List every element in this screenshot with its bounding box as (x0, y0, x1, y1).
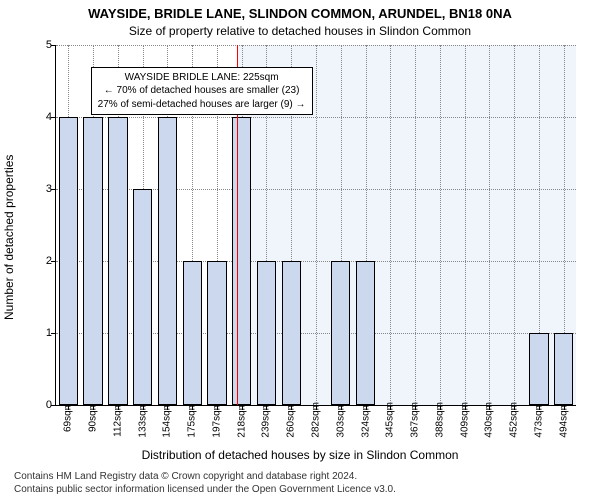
x-tick-label: 430sqm (484, 402, 495, 438)
histogram-bar (108, 117, 127, 405)
annotation-line2: ← 70% of detached houses are smaller (23… (98, 84, 306, 98)
x-tick-label: 175sqm (187, 402, 198, 438)
footer-line2: Contains public sector information licen… (14, 484, 396, 497)
x-tick-label: 260sqm (286, 402, 297, 438)
histogram-bar (257, 261, 276, 405)
histogram-bar (356, 261, 375, 405)
histogram-bar (529, 333, 548, 405)
x-tick-label: 154sqm (162, 402, 173, 438)
y-tick-label: 2 (36, 255, 52, 267)
gridline-v (514, 45, 516, 405)
x-tick-label: 494sqm (558, 402, 569, 438)
histogram-bar (331, 261, 350, 405)
histogram-bar (282, 261, 301, 405)
x-tick-label: 90sqm (88, 402, 99, 432)
x-tick-label: 133sqm (137, 402, 148, 438)
x-tick-label: 282sqm (311, 402, 322, 438)
histogram-bar (232, 117, 251, 405)
x-tick-label: 112sqm (112, 402, 123, 437)
annotation-box: WAYSIDE BRIDLE LANE: 225sqm← 70% of deta… (91, 67, 313, 116)
y-tick-mark (51, 189, 56, 190)
gridline-v (440, 45, 442, 405)
annotation-line1: WAYSIDE BRIDLE LANE: 225sqm (98, 71, 306, 85)
y-tick-mark (51, 117, 56, 118)
histogram-bar (133, 189, 152, 405)
footer-attribution: Contains HM Land Registry data © Crown c… (14, 471, 396, 496)
y-tick-label: 0 (36, 399, 52, 411)
x-tick-label: 367sqm (410, 402, 421, 438)
gridline-v (489, 45, 491, 405)
y-tick-mark (51, 405, 56, 406)
histogram-bar (554, 333, 573, 405)
histogram-bar (83, 117, 102, 405)
gridline-v (316, 45, 318, 405)
x-tick-label: 345sqm (385, 402, 396, 438)
gridline-v (415, 45, 417, 405)
y-tick-label: 3 (36, 183, 52, 195)
histogram-bar (207, 261, 226, 405)
x-tick-label: 69sqm (63, 402, 74, 432)
y-tick-label: 4 (36, 111, 52, 123)
x-tick-label: 388sqm (434, 402, 445, 438)
y-tick-mark (51, 45, 56, 46)
gridline-v (390, 45, 392, 405)
x-tick-label: 324sqm (360, 402, 371, 438)
chart-title-main: WAYSIDE, BRIDLE LANE, SLINDON COMMON, AR… (0, 6, 600, 21)
x-tick-label: 409sqm (459, 402, 470, 438)
y-tick-mark (51, 261, 56, 262)
annotation-line3: 27% of semi-detached houses are larger (… (98, 98, 306, 112)
x-tick-label: 197sqm (211, 402, 222, 438)
y-tick-mark (51, 333, 56, 334)
x-tick-label: 473sqm (533, 402, 544, 438)
histogram-bar (158, 117, 177, 405)
y-tick-label: 1 (36, 327, 52, 339)
x-tick-label: 303sqm (335, 402, 346, 438)
histogram-bar (59, 117, 78, 405)
y-tick-label: 5 (36, 39, 52, 51)
histogram-bar (183, 261, 202, 405)
x-tick-label: 239sqm (261, 402, 272, 438)
y-axis-label: Number of detached properties (2, 155, 16, 320)
x-tick-label: 452sqm (509, 402, 520, 438)
x-axis-label: Distribution of detached houses by size … (0, 448, 600, 462)
footer-line1: Contains HM Land Registry data © Crown c… (14, 471, 396, 484)
x-tick-label: 218sqm (236, 402, 247, 438)
chart-title-sub: Size of property relative to detached ho… (0, 24, 600, 38)
plot-area: 01234569sqm90sqm112sqm133sqm154sqm175sqm… (55, 45, 576, 406)
gridline-v (465, 45, 467, 405)
